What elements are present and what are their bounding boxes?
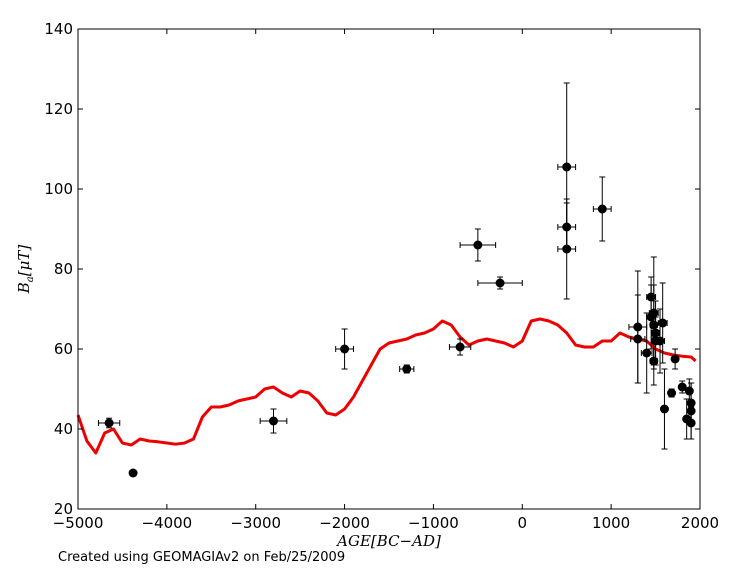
y-tick-label: 100 (44, 180, 73, 198)
x-tick-label: −4000 (141, 514, 192, 532)
x-axis-label: AGE[BC−AD] (335, 532, 441, 550)
data-point-marker (562, 244, 572, 254)
y-axis-label-unit: [μT] (15, 245, 33, 277)
data-point-marker (642, 348, 652, 358)
data-point (592, 176, 612, 242)
data-point (670, 348, 680, 370)
data-point (649, 336, 659, 386)
data-point (128, 468, 138, 478)
y-tick-label: 20 (54, 500, 73, 518)
data-point-marker (495, 278, 505, 288)
data-point-marker (128, 468, 138, 478)
y-tick-label: 60 (54, 340, 73, 358)
data-point-marker (667, 388, 677, 398)
y-axis-label-subscript: a (25, 276, 36, 282)
data-point-marker (473, 240, 483, 250)
data-point (459, 228, 497, 262)
data-point (557, 198, 577, 300)
x-tick-label: 0 (518, 514, 528, 532)
y-tick-label: 120 (44, 100, 73, 118)
data-point-marker (455, 342, 465, 352)
data-point (640, 312, 653, 394)
data-point (448, 338, 472, 356)
x-tick-label: −5000 (53, 514, 104, 532)
y-tick-label: 40 (54, 420, 73, 438)
data-point (477, 276, 523, 290)
data-point (335, 328, 354, 370)
data-point-marker (684, 386, 694, 396)
data-point (259, 408, 288, 434)
x-tick-label: 2000 (681, 514, 719, 532)
x-tick-label: −3000 (230, 514, 281, 532)
x-tick-label: −2000 (319, 514, 370, 532)
y-axis-label-symbol: B (15, 282, 33, 294)
data-point-marker (268, 416, 278, 426)
data-point-marker (633, 334, 643, 344)
x-tick-label: 1000 (592, 514, 630, 532)
x-tick-label: −1000 (408, 514, 459, 532)
data-point (659, 368, 669, 450)
plot-marks (76, 82, 697, 478)
data-point-marker (659, 404, 669, 414)
svg-text:Ba[μT]: Ba[μT] (15, 245, 36, 295)
data-point-marker (677, 382, 687, 392)
data-point-marker (597, 204, 607, 214)
data-point-marker (104, 418, 114, 428)
data-point (657, 282, 668, 364)
data-point-marker (402, 364, 412, 374)
data-point (677, 380, 687, 394)
data-point-marker (658, 318, 668, 328)
data-point-marker (686, 418, 696, 428)
axis-ticks: −5000 −4000 −3000 −2000 −1000 0 1000 2000 20 40 60… (44, 20, 719, 532)
data-point (667, 388, 677, 398)
plot-frame (77, 28, 701, 510)
data-point-marker (649, 320, 659, 330)
data-point-marker (649, 356, 659, 366)
y-tick-label: 80 (54, 260, 73, 278)
data-point (630, 294, 646, 384)
footer-credit: Created using GEOMAGIAv2 on Feb/25/2009 (58, 550, 346, 565)
y-tick-label: 140 (44, 20, 73, 38)
data-point (399, 364, 415, 374)
data-point (686, 406, 696, 440)
data-point-marker (562, 162, 572, 172)
data-point (97, 417, 121, 429)
model-curve (76, 317, 697, 455)
data-point-marker (340, 344, 350, 354)
y-axis-label: Ba[μT] (15, 245, 36, 295)
data-point-marker (670, 354, 680, 364)
